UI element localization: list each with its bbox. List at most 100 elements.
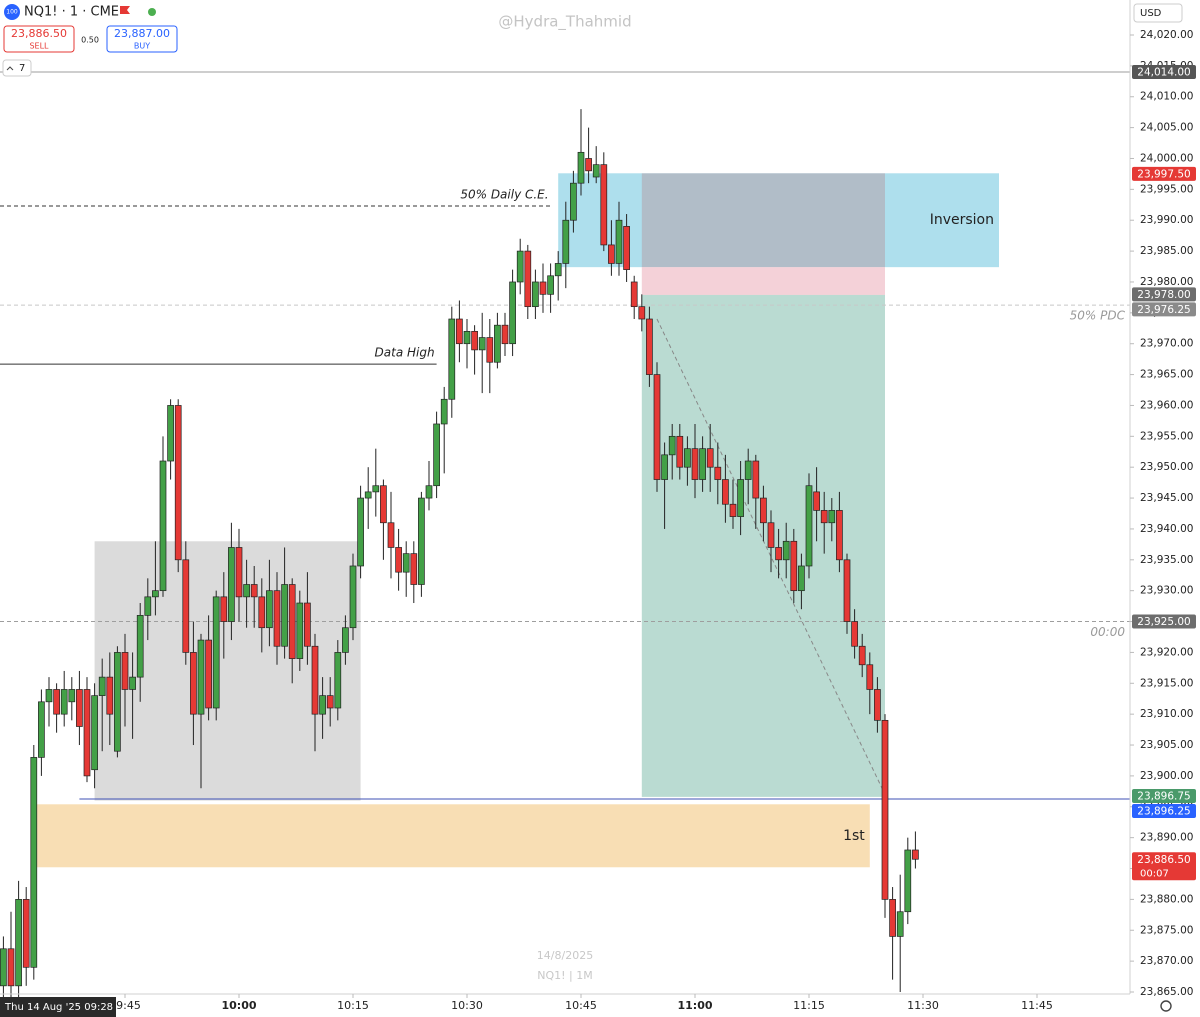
y-tick-label: 24,010.00 bbox=[1140, 91, 1193, 103]
y-tick-label: 23,960.00 bbox=[1140, 399, 1193, 411]
candle-body bbox=[744, 460, 752, 480]
candle-body bbox=[570, 182, 577, 221]
candle-body bbox=[410, 553, 418, 585]
candle-body bbox=[174, 405, 182, 561]
candle-body bbox=[250, 584, 258, 598]
indicator-toggle[interactable] bbox=[2, 59, 32, 77]
candle-body bbox=[235, 547, 243, 598]
candle-body bbox=[478, 337, 486, 351]
x-tick-label: 10:15 bbox=[337, 999, 369, 1012]
candle-body bbox=[851, 621, 858, 647]
candle-body bbox=[304, 602, 311, 647]
candle-body bbox=[182, 559, 190, 653]
price-badge bbox=[1132, 852, 1196, 881]
zone bbox=[33, 804, 870, 868]
price-badge bbox=[1132, 803, 1196, 818]
candle-body bbox=[60, 689, 68, 715]
candle-body bbox=[896, 911, 904, 937]
x-tick-label: 11:45 bbox=[1021, 999, 1053, 1012]
candle-body bbox=[228, 547, 235, 622]
candle-body bbox=[114, 652, 121, 752]
candle-body bbox=[152, 590, 159, 598]
candle-body bbox=[30, 757, 38, 968]
y-tick-label: 23,900.00 bbox=[1140, 770, 1193, 782]
candle-body bbox=[790, 540, 798, 592]
buy-price[interactable]: 23,887.00 bbox=[114, 27, 170, 40]
candle-body bbox=[448, 318, 456, 400]
indicator-count[interactable]: 7 bbox=[19, 63, 25, 74]
candle-body bbox=[38, 701, 45, 758]
currency-box[interactable] bbox=[1133, 3, 1183, 23]
candle-body bbox=[471, 331, 478, 351]
candle-body bbox=[699, 448, 706, 480]
candle-body bbox=[273, 590, 281, 647]
candle-body bbox=[912, 849, 919, 860]
candle-body bbox=[486, 337, 494, 363]
sell-button[interactable] bbox=[3, 25, 75, 53]
flag-icon[interactable] bbox=[120, 6, 130, 14]
candle-body bbox=[509, 281, 516, 345]
symbol[interactable]: NQ1! · 1 · CME bbox=[24, 5, 119, 20]
y-tick-label: 23,965.00 bbox=[1140, 369, 1193, 381]
x-tick-label: 10:00 bbox=[221, 999, 256, 1012]
price-badge bbox=[1132, 302, 1196, 317]
candle-body bbox=[866, 664, 874, 690]
candle-body bbox=[243, 584, 250, 598]
x-tick-label: 11:15 bbox=[793, 999, 825, 1012]
x-tick-label: 09:45 bbox=[109, 999, 141, 1012]
buy-label[interactable]: BUY bbox=[134, 42, 150, 51]
chevron-icon[interactable] bbox=[6, 66, 14, 71]
x-tick-label: 10:45 bbox=[565, 999, 597, 1012]
y-tick-label: 23,930.00 bbox=[1140, 585, 1193, 597]
price-badge-label: 23,896.75 bbox=[1137, 790, 1190, 802]
candle-body bbox=[760, 497, 767, 524]
price-badges: 24,014.00 23,997.50 23,978.00 23,976.25 23,9… bbox=[1132, 65, 1196, 881]
candle-body bbox=[296, 602, 304, 659]
candle-body bbox=[638, 306, 646, 320]
candle-body bbox=[684, 448, 691, 468]
price-badge-label: 23,997.50 bbox=[1137, 168, 1190, 180]
currency[interactable]: USD bbox=[1140, 8, 1162, 19]
candle-body bbox=[623, 226, 630, 270]
candle-body bbox=[129, 676, 136, 690]
sell-label[interactable]: SELL bbox=[29, 42, 49, 51]
y-tick-label: 23,915.00 bbox=[1140, 677, 1193, 689]
candle-body bbox=[342, 627, 349, 653]
level-label: 50% Daily C.E. bbox=[460, 188, 548, 202]
settings-icon[interactable] bbox=[1160, 1000, 1172, 1012]
y-tick-label: 23,890.00 bbox=[1140, 832, 1193, 844]
candle-body bbox=[813, 491, 820, 511]
candle-body bbox=[729, 503, 737, 517]
candle-body bbox=[364, 491, 372, 499]
candle-body bbox=[722, 479, 729, 505]
status-dot bbox=[148, 8, 156, 16]
candle-body bbox=[653, 374, 661, 480]
candle-body bbox=[380, 485, 387, 524]
level-label: 50% PDC bbox=[1070, 309, 1126, 323]
y-tick-label: 23,920.00 bbox=[1140, 646, 1193, 658]
candle-body bbox=[767, 522, 775, 548]
symbol-icon-text: 100 bbox=[6, 9, 18, 16]
candle-body bbox=[836, 510, 843, 561]
level-label: Data High bbox=[375, 346, 435, 360]
candle-body bbox=[782, 540, 790, 561]
candle-body bbox=[402, 553, 410, 573]
candle-body bbox=[828, 510, 836, 524]
candle-body bbox=[372, 485, 380, 493]
y-tick-label: 23,870.00 bbox=[1140, 955, 1193, 967]
buy-button[interactable] bbox=[106, 25, 178, 53]
symbol-icon bbox=[4, 4, 20, 20]
candle-body bbox=[494, 324, 501, 363]
sell-price[interactable]: 23,886.50 bbox=[11, 27, 67, 40]
candle-body bbox=[691, 448, 699, 480]
price-badge-label: 24,014.00 bbox=[1137, 67, 1190, 79]
candle-body bbox=[288, 584, 296, 659]
candle-body bbox=[904, 849, 912, 913]
y-tick-label: 23,880.00 bbox=[1140, 893, 1193, 905]
candle-body bbox=[539, 281, 547, 295]
y-tick-label: 23,970.00 bbox=[1140, 338, 1193, 350]
candle-body bbox=[395, 547, 402, 573]
candle-body bbox=[646, 318, 653, 375]
price-badge bbox=[1132, 65, 1196, 80]
